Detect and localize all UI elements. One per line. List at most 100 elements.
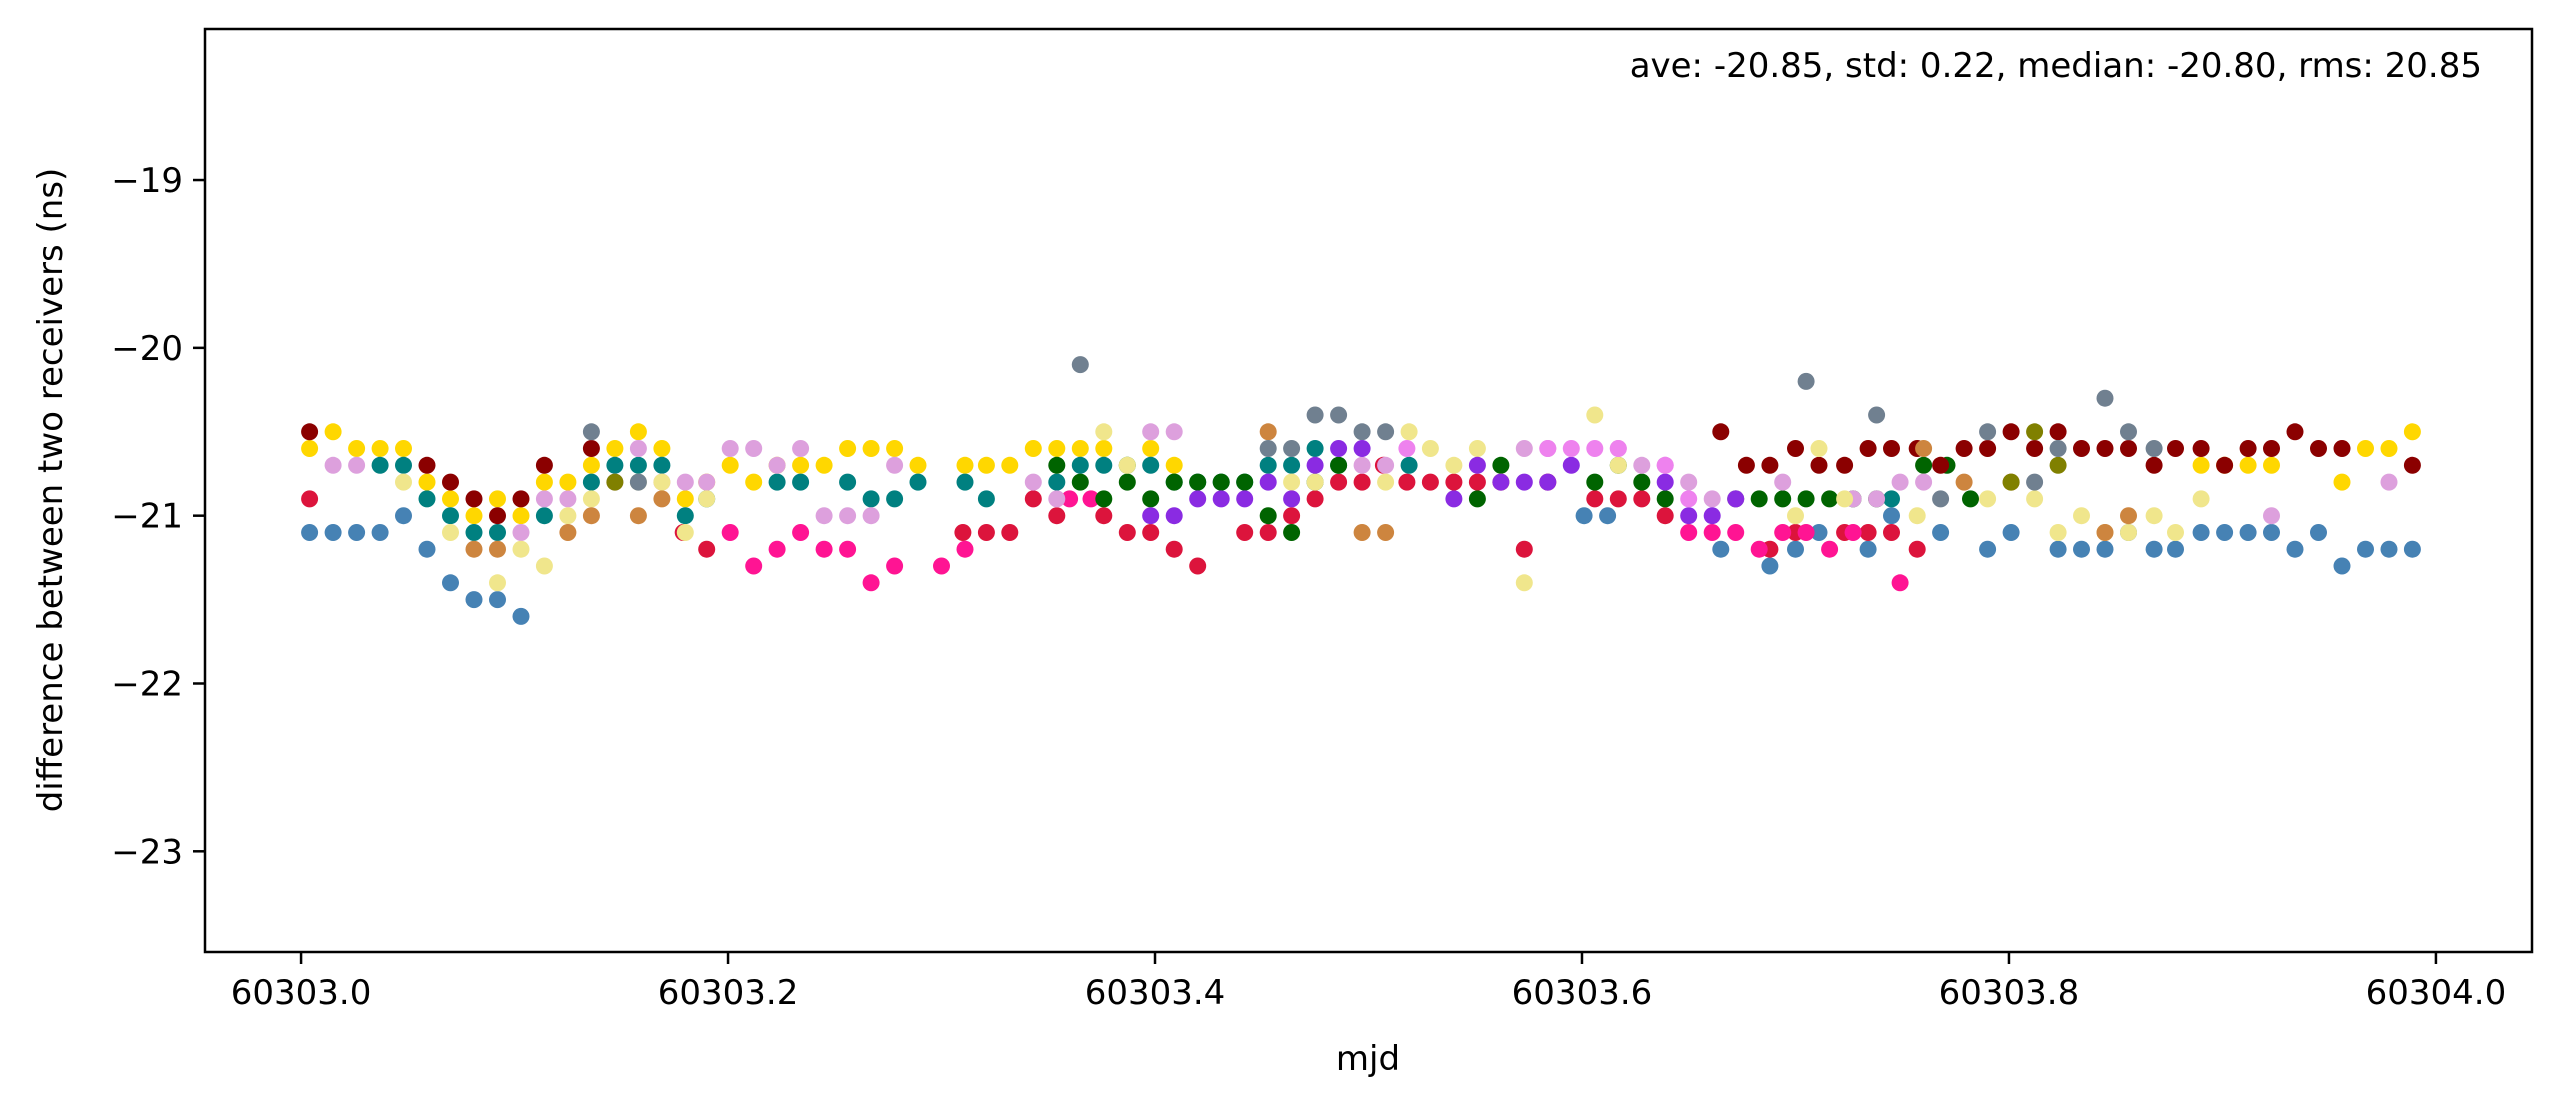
data-point	[792, 524, 810, 541]
data-point	[2403, 456, 2421, 474]
data-point	[1212, 473, 1230, 491]
data-point	[489, 507, 506, 525]
data-point	[977, 456, 995, 474]
data-point	[629, 456, 647, 474]
data-point	[1468, 456, 1486, 474]
data-point	[2120, 507, 2137, 525]
data-point	[1774, 524, 1792, 541]
data-point	[2120, 524, 2137, 541]
data-point	[1915, 473, 1933, 491]
data-point	[371, 440, 389, 457]
data-point	[1562, 456, 1580, 474]
data-point	[1633, 456, 1651, 474]
x-axis: 60303.0 60303.2 60303.4 60303.6 60303.8 60304…	[231, 952, 2506, 1013]
data-point	[698, 473, 716, 491]
data-point	[1071, 456, 1089, 474]
data-point	[1797, 372, 1815, 390]
data-point	[2002, 423, 2020, 441]
data-point	[933, 557, 950, 575]
data-point	[886, 456, 904, 474]
data-point	[2310, 524, 2327, 541]
data-point	[1539, 473, 1557, 491]
data-point	[2167, 524, 2184, 541]
data-point	[1492, 456, 1510, 474]
data-point	[1189, 490, 1207, 508]
data-point	[512, 490, 530, 508]
data-point	[1883, 440, 1900, 457]
data-point	[2026, 423, 2044, 441]
data-point	[1236, 473, 1254, 491]
data-point	[1353, 440, 1371, 457]
data-point	[1142, 507, 1160, 525]
data-point	[676, 490, 694, 508]
data-point	[1915, 440, 1933, 457]
data-point	[2286, 540, 2304, 558]
data-point	[489, 524, 506, 541]
data-point	[815, 456, 833, 474]
data-point	[1656, 456, 1674, 474]
data-point	[1750, 540, 1768, 558]
data-point	[698, 490, 716, 508]
data-point	[1703, 524, 1721, 541]
data-point	[956, 540, 974, 558]
y-tick-label: −19	[111, 161, 183, 201]
data-point	[862, 440, 880, 457]
data-point	[1400, 456, 1418, 474]
data-point	[395, 507, 412, 525]
data-point	[2096, 524, 2114, 541]
data-point	[1165, 473, 1183, 491]
data-point	[1118, 473, 1136, 491]
data-point	[1586, 490, 1604, 508]
data-point	[2026, 440, 2044, 457]
data-point	[2239, 440, 2257, 457]
data-point	[1859, 440, 1877, 457]
data-point	[606, 456, 624, 474]
data-point	[2049, 423, 2067, 441]
data-point	[792, 456, 810, 474]
data-point	[1737, 456, 1755, 474]
data-point	[2192, 440, 2210, 457]
x-tick-label: 60304.0	[2366, 973, 2507, 1013]
data-point	[1024, 440, 1042, 457]
data-point	[512, 540, 530, 558]
data-point	[1844, 524, 1862, 541]
data-point	[1883, 524, 1900, 541]
data-point	[1306, 456, 1324, 474]
data-point	[535, 557, 553, 575]
data-point	[2333, 473, 2351, 491]
data-point	[1680, 507, 1698, 525]
data-point	[2120, 423, 2137, 441]
x-axis-label: mjd	[1336, 1039, 1400, 1079]
data-point	[653, 490, 671, 508]
data-point	[465, 591, 483, 609]
data-point	[1797, 490, 1815, 508]
data-point	[1283, 507, 1301, 525]
data-point	[582, 507, 600, 525]
data-point	[1189, 557, 1207, 575]
data-point	[1633, 473, 1651, 491]
data-point	[1142, 524, 1160, 541]
y-axis-label: difference between two receivers (ns)	[31, 168, 71, 813]
data-point	[418, 490, 436, 508]
data-point	[2333, 440, 2351, 457]
data-point	[2167, 540, 2184, 558]
data-point	[1609, 440, 1627, 457]
data-point	[1821, 540, 1839, 558]
data-point	[862, 490, 880, 508]
data-point	[839, 473, 857, 491]
data-point	[909, 473, 927, 491]
data-point	[1398, 473, 1416, 491]
data-point	[745, 557, 763, 575]
data-point	[1377, 423, 1395, 441]
data-point	[489, 591, 506, 609]
data-point	[862, 574, 880, 592]
data-point	[2380, 473, 2398, 491]
data-point	[2073, 540, 2090, 558]
data-point	[1236, 490, 1254, 508]
data-point	[1609, 490, 1627, 508]
plot-frame	[203, 27, 2534, 954]
data-point	[1330, 456, 1348, 474]
data-point	[2096, 540, 2114, 558]
data-point	[1082, 490, 1100, 508]
data-point	[559, 490, 577, 508]
